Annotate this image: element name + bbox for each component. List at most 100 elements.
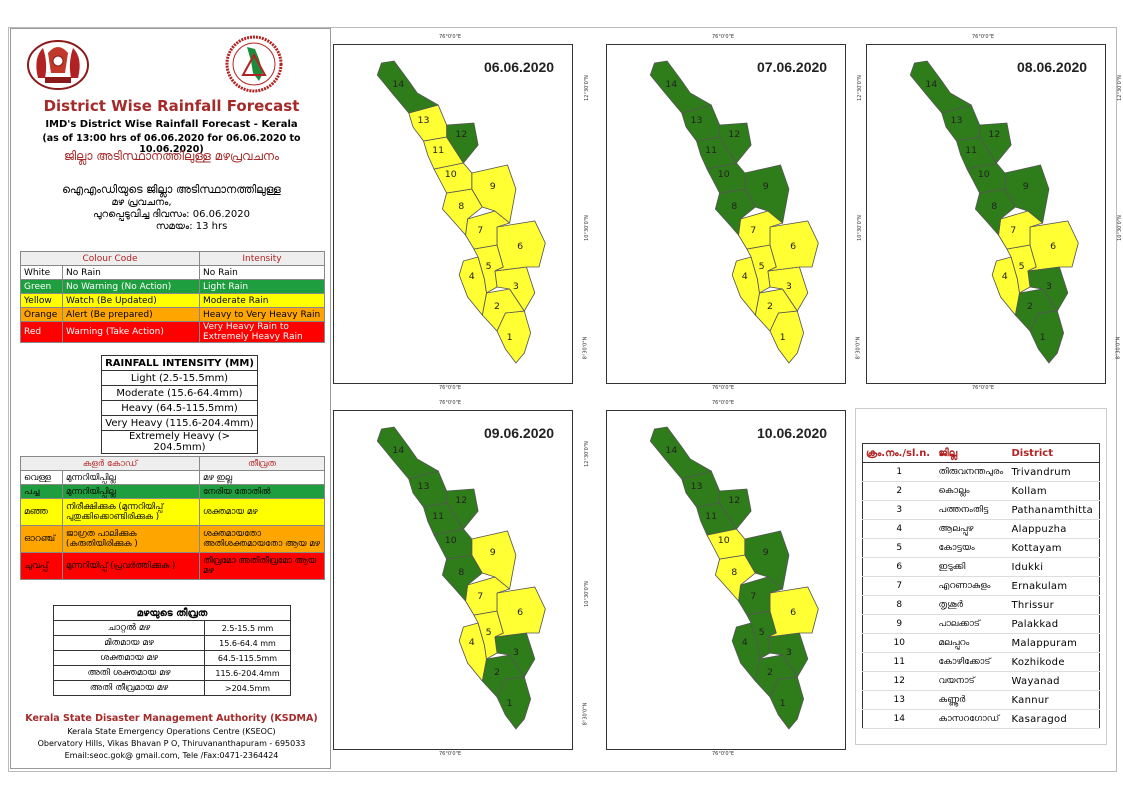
colour-code-meaning: Warning (Take Action)	[62, 321, 200, 343]
district-8-label: 8	[731, 567, 737, 578]
map-tick-lat-bot: 8°30'0"N	[1115, 336, 1122, 360]
district-10-label: 10	[445, 535, 457, 546]
district-number: 1	[862, 462, 936, 482]
district-13-label: 13	[950, 115, 962, 126]
district-name-ml: തിരുവനന്തപുരം	[935, 462, 1009, 482]
district-1-label: 1	[507, 698, 513, 709]
district-11-label: 11	[432, 145, 444, 156]
map-date: 10.06.2020	[757, 425, 828, 441]
district-7-label: 7	[477, 591, 483, 602]
map-tick-bottom: 76°0'0"E	[439, 385, 462, 391]
colour-intensity: Moderate Rain	[199, 293, 325, 308]
map-tick-lat-mid: 10°30'0"N	[856, 215, 863, 241]
page-title: District Wise Rainfall Forecast	[43, 97, 300, 115]
district-header-en: District	[1008, 443, 1100, 463]
colour-code-row: Red Warning (Take Action) Very Heavy Rain …	[20, 321, 325, 343]
district-number: 7	[862, 576, 936, 596]
district-row: 1 തിരുവനന്തപുരം Trivandrum	[862, 462, 1100, 482]
intensity-value: Moderate (15.6-64.4mm)	[101, 385, 258, 401]
intensity-row-ml: ചാറ്റൽ മഴ 2.5-15.5 mm	[53, 620, 291, 636]
district-7-label: 7	[750, 225, 756, 236]
map-tick-top: 76°0'0"E	[712, 34, 735, 40]
district-3-label: 3	[513, 281, 519, 292]
colour-code-table-ml: കളർ കോഡ് തീവ്രത വെള്ള മുന്നറിയിപ്പില്ല മഴ …	[20, 456, 325, 580]
left-panel: District Wise Rainfall Forecast IMD's Di…	[10, 28, 331, 769]
district-1-region	[496, 310, 532, 364]
colour-code-row-ml: ചുവപ്പ് മുന്നറിയിപ്പ് (പ്രവർത്തിക്കുക ) തീ…	[20, 552, 325, 580]
district-4-label: 4	[742, 271, 748, 282]
map-date: 08.06.2020	[1017, 59, 1088, 75]
district-1-label: 1	[1040, 332, 1046, 343]
district-header-ml: ജില്ല	[935, 443, 1009, 463]
map-tick-top: 76°0'0"E	[439, 34, 462, 40]
district-14-label: 14	[665, 445, 677, 456]
colour-intensity: No Rain	[199, 265, 325, 280]
district-row: 14 കാസറഗോഡ് Kasaragod	[862, 709, 1100, 729]
intensity-header-ml-title: മഴയുടെ തീവ്രത	[53, 605, 291, 621]
district-4-label: 4	[1002, 271, 1008, 282]
district-6-label: 6	[790, 607, 796, 618]
district-number: 12	[862, 671, 936, 691]
district-number: 8	[862, 595, 936, 615]
district-4-label: 4	[742, 637, 748, 648]
colour-code-row: White No Rain No Rain	[20, 265, 325, 280]
district-13-label: 13	[690, 481, 702, 492]
intensity-header: Intensity	[199, 251, 325, 266]
intensity-value: Heavy (64.5-115.5mm)	[101, 400, 258, 416]
intensity-value: Extremely Heavy (> 204.5mm)	[101, 430, 258, 454]
district-row: 8 തൃശൂർ Thrissur	[862, 595, 1100, 615]
subtitle-ml: ജില്ലാ അടിസ്ഥാനത്തിലുള്ള മഴപ്രവചനം	[63, 149, 280, 163]
map-tick-top: 76°0'0"E	[972, 34, 995, 40]
forecast-map: 07.06.2020 76°0'0"E 76°0'0"E 12°30'0"N 10°30…	[606, 34, 863, 391]
district-14-region	[649, 426, 713, 480]
district-number: 4	[862, 519, 936, 539]
district-5-label: 5	[486, 261, 492, 272]
forecast-period: (as of 13:00 hrs of 06.06.2020 for 06.06…	[42, 133, 301, 155]
intensity-name-ml: മിതമായ മഴ	[53, 635, 205, 651]
colour-code-table: Colour Code Intensity White No Rain No Rai…	[20, 251, 325, 343]
district-12-label: 12	[988, 129, 1000, 140]
colour-code-meaning-ml: ജാഗ്രത പാലിക്കുക (കരുതിയിരിക്കുക )	[62, 525, 200, 553]
intensity-row: Moderate (15.6-64.4mm)	[101, 385, 258, 401]
district-9-label: 9	[1023, 181, 1029, 192]
district-6-region	[494, 220, 546, 272]
district-row: 5 കോട്ടയം Kottayam	[862, 538, 1100, 558]
district-14-region	[649, 60, 713, 114]
district-number: 13	[862, 690, 936, 710]
colour-code-meaning-ml: നിരീക്ഷിക്കുക (മുന്നറിയിപ്പ് പുതുക്കിക്ക…	[62, 498, 200, 526]
colour-intensity: Very Heavy Rain to Extremely Heavy Rain	[199, 321, 325, 343]
district-name-en: Kottayam	[1008, 538, 1100, 558]
intensity-range-ml: >204.5mm	[204, 680, 291, 696]
map-tick-lat-mid: 10°30'0"N	[1116, 215, 1123, 241]
map-tick-lat-top: 12°30'0"N	[1116, 75, 1123, 101]
map-tick-lat-bot: 8°30'0"N	[582, 702, 589, 726]
issued-time: സമയം: 13 hrs	[155, 221, 228, 232]
district-1-region	[1029, 310, 1065, 364]
district-1-region	[496, 676, 532, 730]
colour-code-meaning-ml: മുന്നറിയിപ്പില്ല	[62, 484, 200, 499]
colour-name: Red	[20, 321, 63, 343]
colour-code-meaning: Alert (Be prepared)	[62, 307, 200, 322]
district-3-label: 3	[513, 647, 519, 658]
colour-code-meaning-ml: മുന്നറിയിപ്പില്ല	[62, 470, 200, 485]
map-tick-lat-bot: 8°30'0"N	[582, 336, 589, 360]
district-name-ml: കോഴിക്കോട്	[935, 652, 1009, 672]
district-name-ml: വയനാട്	[935, 671, 1009, 691]
district-name-en: Idukki	[1008, 557, 1100, 577]
colour-code-row: Yellow Watch (Be Updated) Moderate Rain	[20, 293, 325, 308]
district-name-ml: പത്തനംതിട്ട	[935, 500, 1009, 520]
intensity-row-ml: അതി തീവ്രമായ മഴ >204.5mm	[53, 680, 291, 696]
colour-intensity-ml: തീവ്രമോ അതിതീവ്രമോ ആയ മഴ	[199, 552, 325, 580]
district-name-en: Kannur	[1008, 690, 1100, 710]
colour-code-row-ml: വെള്ള മുന്നറിയിപ്പില്ല മഴ ഇല്ല	[20, 470, 325, 485]
district-4-label: 4	[469, 637, 475, 648]
intensity-header-ml: തീവ്രത	[199, 456, 325, 471]
district-10-label: 10	[718, 169, 730, 180]
district-name-en: Pathanamthitta	[1008, 500, 1100, 520]
district-5-label: 5	[1019, 261, 1025, 272]
district-9-region	[471, 164, 517, 224]
district-9-region	[744, 530, 790, 590]
map-tick-lat-bot: 8°30'0"N	[855, 336, 862, 360]
